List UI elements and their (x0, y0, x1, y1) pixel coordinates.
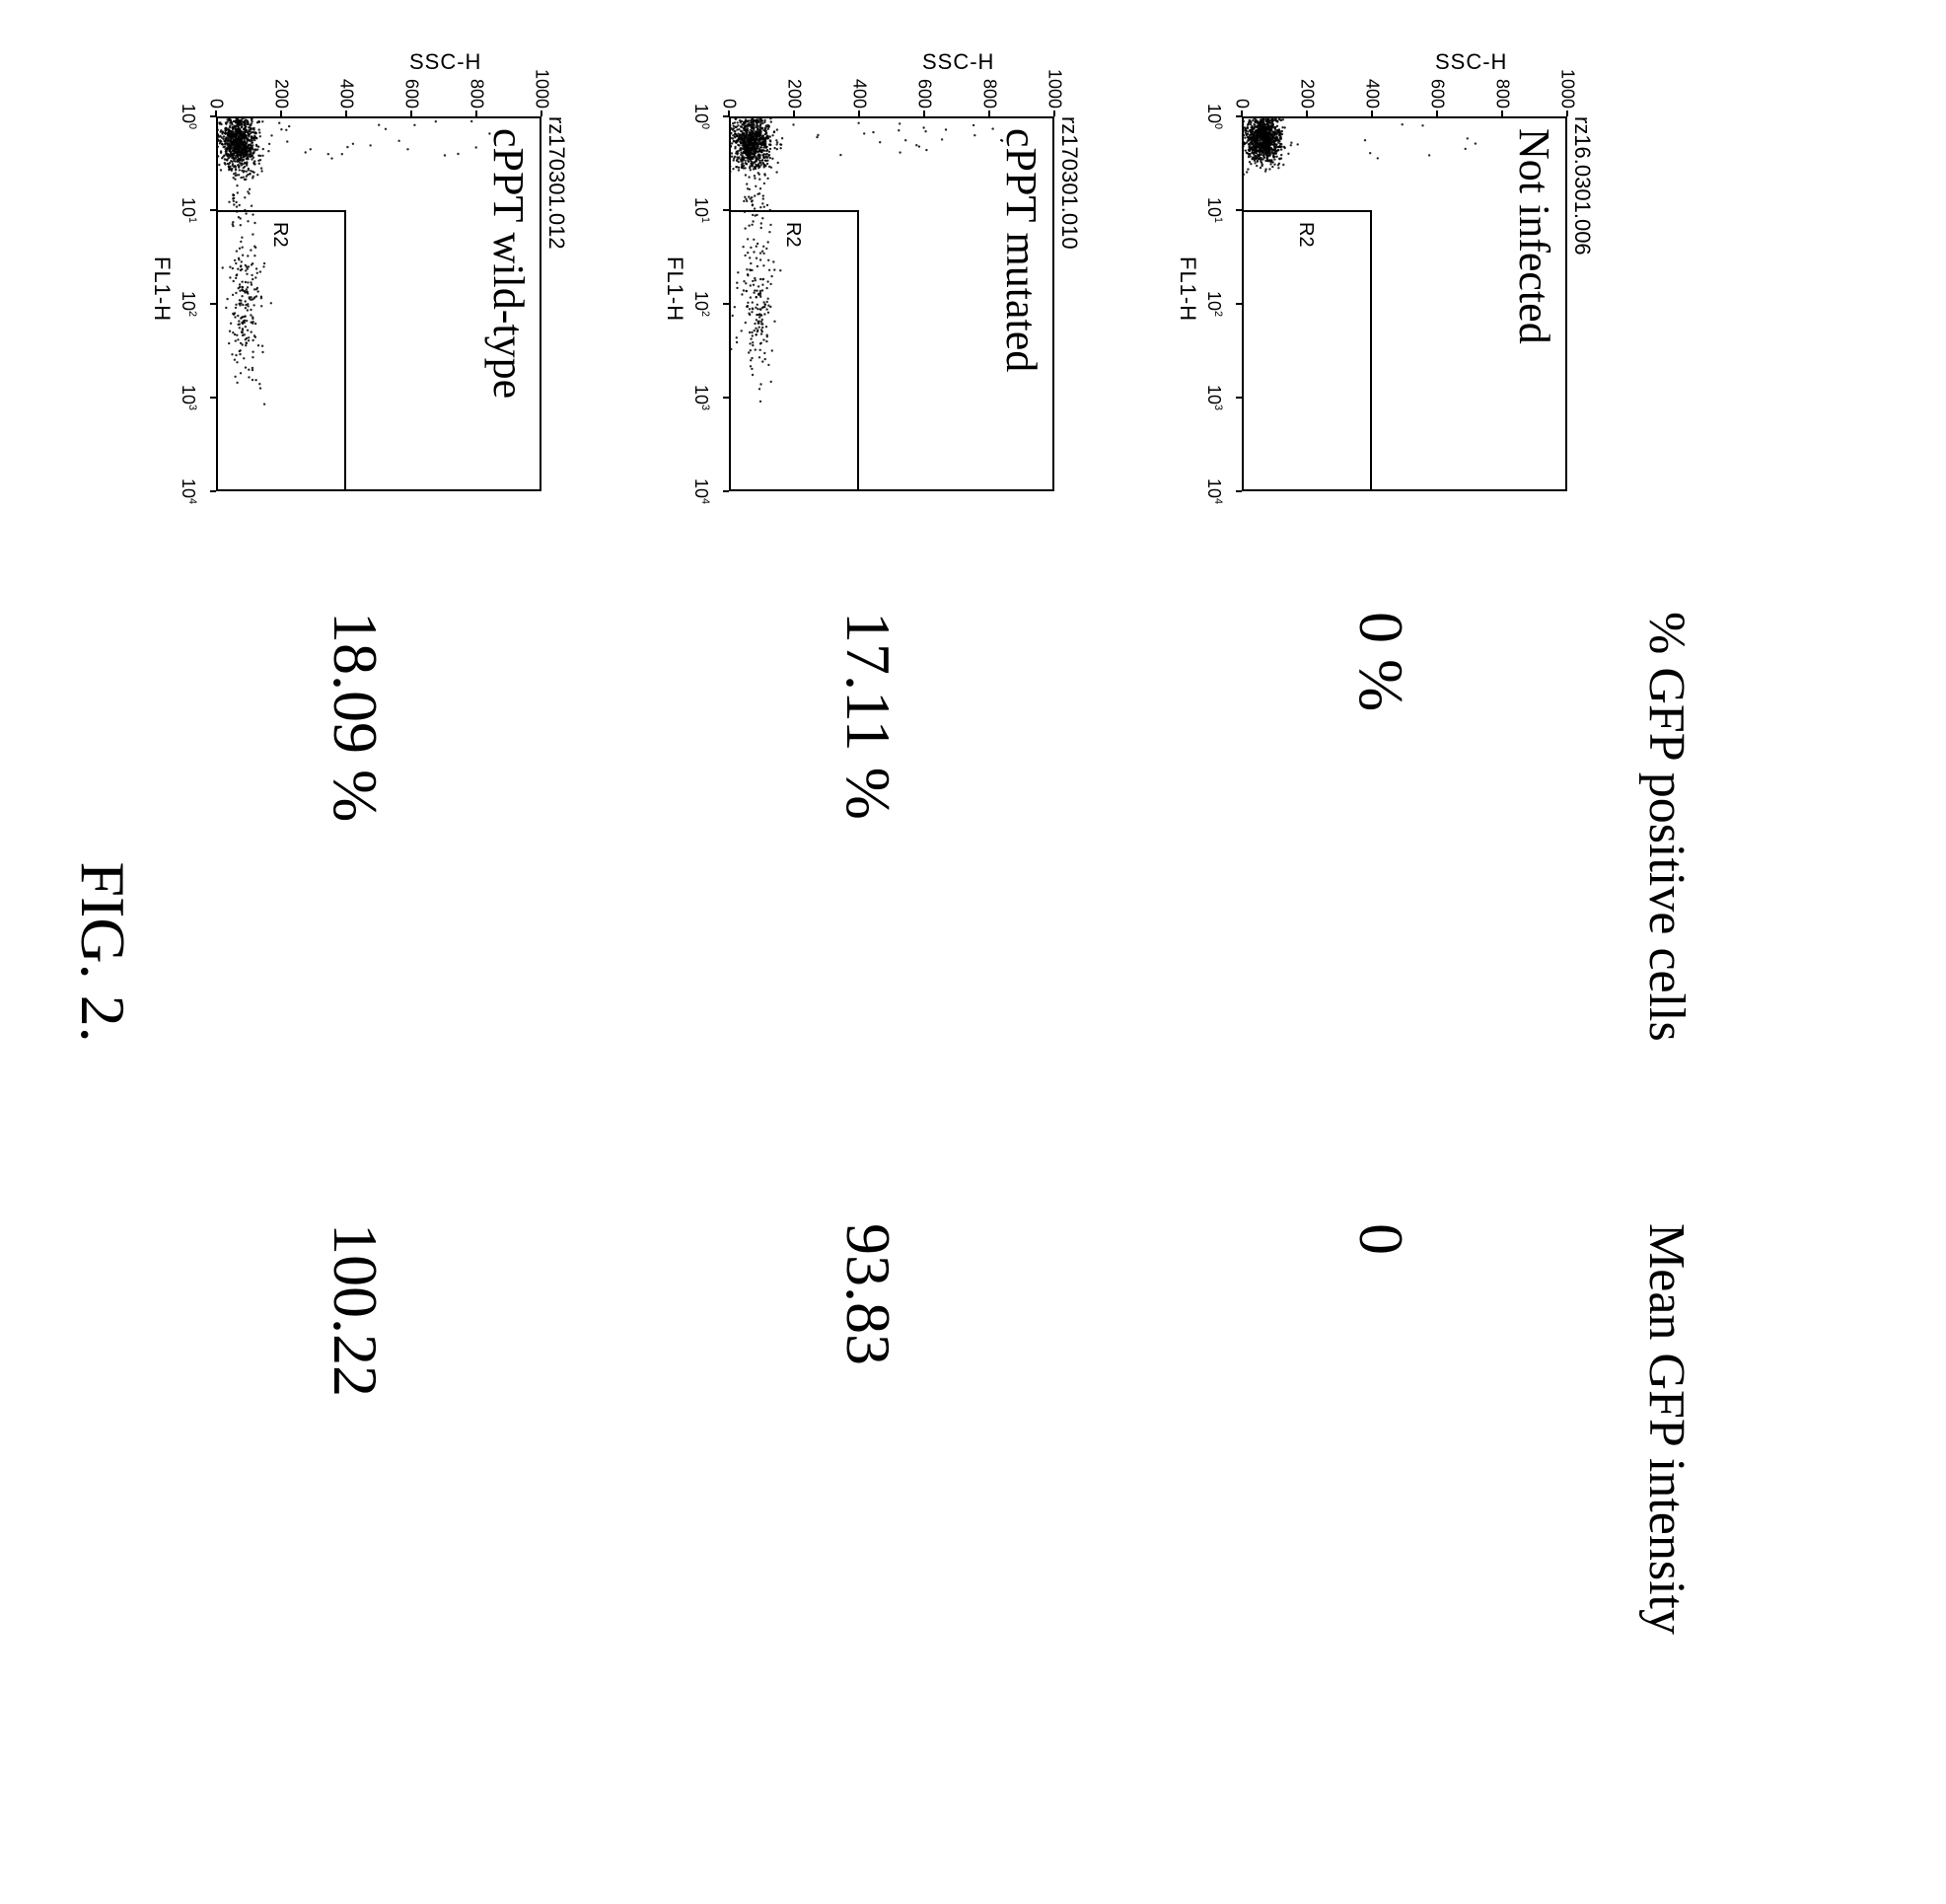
facs-plot-cppt-mutated: rz170301.010SSC-HFL1-H020040060080010001… (656, 59, 1080, 513)
file-id-label: rz16.0301.006 (1569, 116, 1595, 256)
dot-cloud (1242, 116, 1567, 491)
header-pct-positive: % GFP positive cells (1637, 612, 1695, 1223)
facs-plot-not-infected: rz16.0301.006SSC-HFL1-H02004006008001000… (1169, 59, 1593, 513)
value-pct-2: 18.09 % (319, 612, 392, 1223)
value-mean-0: 0 (1344, 1223, 1417, 1835)
x-ticks: 100101102103104 (687, 116, 711, 491)
header-mean-gfp: Mean GFP intensity (1637, 1223, 1695, 1835)
row-not-infected: rz16.0301.006SSC-HFL1-H02004006008001000… (1124, 59, 1637, 1845)
data-grid: % GFP positive cells Mean GFP intensity … (99, 59, 1726, 1845)
x-ticks: 100101102103104 (1200, 116, 1224, 491)
facs-plot-cppt-wildtype: rz170301.012SSC-HFL1-H020040060080010001… (143, 59, 567, 513)
x-axis-label: FL1-H (662, 256, 687, 322)
file-id-label: rz170301.012 (543, 116, 569, 250)
dot-cloud (216, 116, 541, 491)
figure-caption: FIG. 2. (66, 0, 139, 1904)
value-mean-2: 100.22 (319, 1223, 392, 1835)
row-cppt-wildtype: rz170301.012SSC-HFL1-H020040060080010001… (99, 59, 612, 1845)
y-ticks: 02004006008001000 (729, 69, 1054, 114)
x-axis-label: FL1-H (1175, 256, 1200, 322)
value-pct-0: 0 % (1344, 612, 1417, 1223)
value-pct-1: 17.11 % (831, 612, 904, 1223)
y-ticks: 02004006008001000 (216, 69, 541, 114)
file-id-label: rz170301.010 (1056, 116, 1082, 250)
y-ticks: 02004006008001000 (1242, 69, 1567, 114)
dot-cloud (729, 116, 1054, 491)
column-headers: % GFP positive cells Mean GFP intensity (1637, 59, 1726, 1845)
x-ticks: 100101102103104 (175, 116, 198, 491)
row-cppt-mutated: rz170301.010SSC-HFL1-H020040060080010001… (612, 59, 1124, 1845)
x-axis-label: FL1-H (149, 256, 175, 322)
value-mean-1: 93.83 (831, 1223, 904, 1835)
